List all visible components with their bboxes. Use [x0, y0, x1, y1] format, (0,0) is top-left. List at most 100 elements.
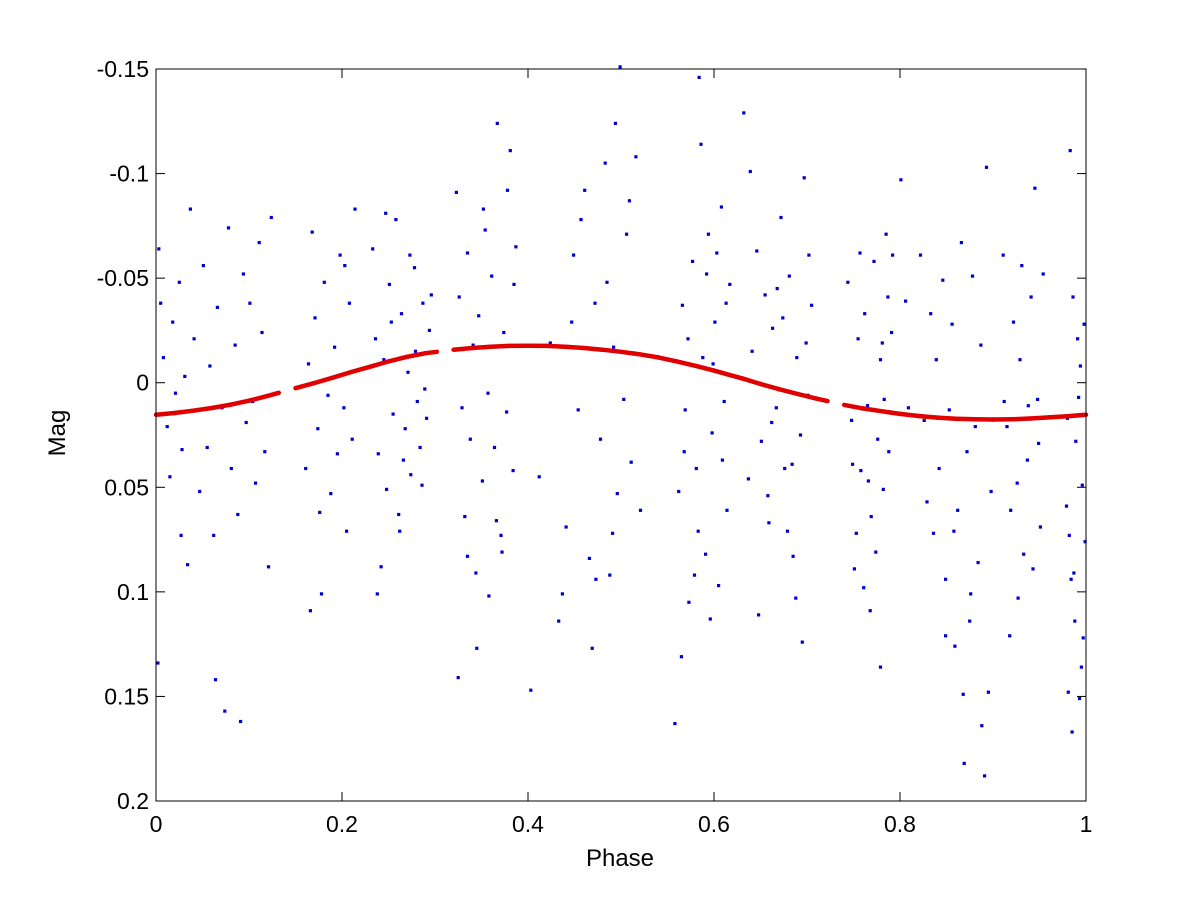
observation-point	[715, 251, 719, 255]
x-tick-label: 0.8	[884, 811, 916, 837]
observation-point	[922, 418, 926, 422]
model-curve-segment	[1046, 413, 1070, 420]
model-curve-segment	[349, 364, 373, 375]
observation-point	[881, 487, 885, 491]
observation-point	[968, 619, 972, 623]
model-curve-segment	[404, 350, 428, 360]
observation-point	[499, 533, 503, 537]
observation-point	[529, 688, 533, 692]
model-curve-segment	[637, 352, 661, 360]
observation-point	[779, 215, 783, 220]
observation-point	[766, 494, 770, 498]
observation-point	[490, 274, 494, 278]
observation-point	[608, 573, 612, 577]
observation-point	[421, 301, 425, 305]
observation-point	[316, 427, 320, 431]
observation-point	[866, 479, 870, 483]
observation-point	[694, 466, 698, 471]
observation-point	[618, 65, 622, 69]
observation-point	[989, 489, 993, 494]
observation-point	[157, 247, 161, 251]
observation-point	[379, 565, 383, 569]
observation-point	[1033, 186, 1037, 190]
observation-point	[486, 391, 490, 395]
axes-frame	[155, 68, 1087, 802]
observation-point	[471, 343, 475, 347]
model-curve-segment	[228, 398, 252, 407]
observation-point	[701, 356, 705, 360]
observation-point	[750, 349, 754, 353]
observation-point	[583, 188, 587, 192]
y-tick-label: -0.05	[97, 265, 149, 291]
observation-point	[463, 515, 467, 519]
observation-point	[1081, 636, 1085, 640]
model-curve-segment	[953, 416, 977, 422]
observation-point	[505, 188, 510, 192]
observation-point	[682, 450, 686, 454]
x-tick-label: 0.6	[698, 811, 730, 837]
observation-point	[557, 619, 561, 623]
model-curve-segment	[172, 408, 196, 416]
observation-point	[804, 341, 808, 345]
observation-point	[603, 161, 607, 165]
observation-point	[587, 556, 591, 560]
observation-point	[1070, 730, 1074, 734]
observation-point	[953, 644, 957, 648]
observation-point	[456, 676, 460, 680]
observation-point	[171, 320, 175, 324]
observation-point	[253, 481, 258, 485]
observation-point	[398, 529, 402, 533]
observation-point	[1005, 425, 1009, 429]
observation-point	[1016, 596, 1020, 600]
observation-point	[704, 552, 708, 556]
observation-point	[1082, 322, 1086, 326]
observation-point	[548, 341, 552, 345]
observation-point	[409, 473, 413, 477]
observation-point	[487, 594, 491, 598]
observation-point	[215, 305, 219, 309]
observation-point	[625, 232, 629, 236]
observation-point	[391, 412, 395, 416]
observation-point	[1029, 295, 1033, 299]
observation-point	[906, 406, 910, 410]
observation-point	[304, 466, 308, 471]
observation-point	[177, 280, 181, 284]
observation-point	[934, 358, 938, 362]
observation-point	[973, 425, 977, 429]
observation-point	[1083, 540, 1087, 544]
observation-point	[173, 391, 178, 395]
observation-point	[1001, 253, 1005, 257]
observation-point	[423, 387, 427, 391]
observation-point	[179, 533, 183, 537]
y-tick-label: 0.2	[117, 788, 149, 814]
observation-point	[899, 178, 903, 182]
observation-point	[480, 479, 484, 483]
observation-point	[500, 550, 504, 554]
model-curve-segment	[209, 402, 233, 411]
observation-point	[594, 577, 598, 581]
observation-point	[579, 218, 583, 222]
y-tick-label: -0.15	[97, 56, 149, 82]
observation-point	[1026, 404, 1030, 408]
observation-point	[429, 293, 433, 297]
model-curve-segment	[758, 381, 782, 392]
observation-point	[263, 450, 267, 454]
observation-point	[874, 550, 878, 554]
observation-point	[941, 278, 945, 282]
observation-point	[980, 724, 984, 728]
observation-point	[683, 408, 687, 412]
observation-point	[976, 561, 980, 565]
model-curve-segment	[1027, 415, 1052, 421]
observation-point	[1073, 619, 1077, 623]
model-curve-segment	[246, 393, 270, 403]
observation-point	[384, 211, 388, 215]
observation-point	[696, 529, 700, 533]
model-curve-segment	[934, 415, 959, 421]
observation-point	[269, 215, 273, 220]
observation-point	[790, 462, 794, 466]
observation-point	[306, 362, 311, 366]
observation-point	[457, 295, 461, 299]
observation-point	[713, 320, 717, 324]
observation-point	[347, 301, 351, 305]
